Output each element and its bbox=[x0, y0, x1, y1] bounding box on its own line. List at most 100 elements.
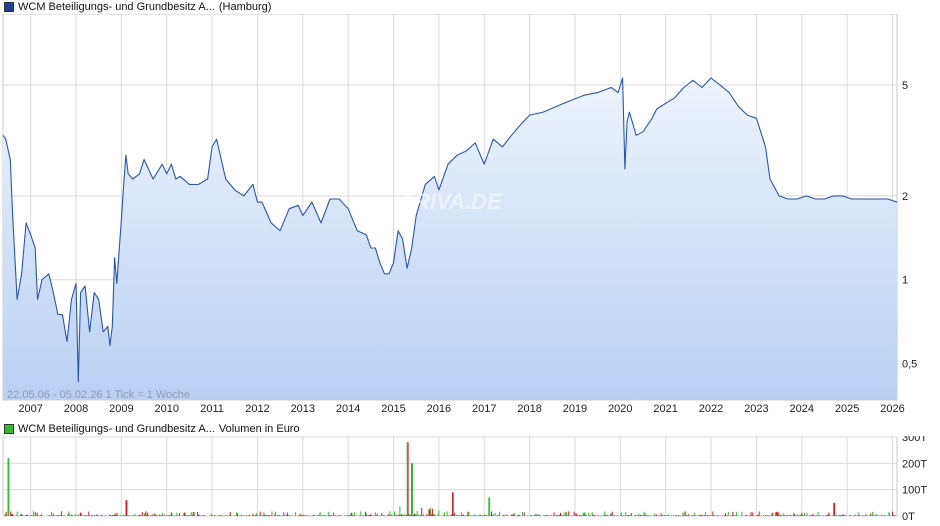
volume-bar bbox=[192, 512, 194, 516]
volume-bar bbox=[352, 514, 354, 516]
volume-bar bbox=[462, 515, 463, 516]
volume-bar bbox=[466, 515, 468, 516]
volume-bar bbox=[116, 512, 118, 516]
volume-bar bbox=[741, 511, 743, 516]
volume-bar bbox=[712, 511, 714, 516]
volume-bar bbox=[218, 515, 220, 516]
volume-bar bbox=[560, 515, 562, 516]
volume-bar bbox=[367, 515, 369, 516]
volume-bar bbox=[889, 513, 891, 516]
volume-bar bbox=[432, 508, 434, 516]
volume-bar bbox=[52, 515, 53, 516]
volume-bar bbox=[734, 515, 736, 516]
volume-bar bbox=[211, 515, 213, 516]
volume-bar bbox=[220, 515, 222, 516]
volume-bar bbox=[425, 515, 427, 516]
volume-bar bbox=[551, 515, 553, 516]
volume-bar bbox=[641, 515, 643, 516]
volume-bar bbox=[765, 515, 767, 516]
volume-bar bbox=[721, 515, 723, 516]
volume-bar bbox=[482, 514, 483, 516]
volume-bar bbox=[785, 515, 786, 516]
volume-bar bbox=[80, 512, 82, 516]
volume-bar bbox=[71, 515, 73, 516]
volume-bar bbox=[405, 514, 407, 516]
volume-bar bbox=[394, 511, 395, 516]
volume-bar bbox=[265, 515, 267, 516]
volume-bar bbox=[365, 513, 367, 516]
volume-bar bbox=[295, 512, 297, 516]
volume-bar bbox=[646, 515, 648, 516]
volume-bar bbox=[158, 515, 160, 516]
volume-bar bbox=[353, 515, 355, 516]
volume-bar bbox=[842, 514, 844, 516]
volume-legend: WCM Beteiligungs- und Grundbesitz A... V… bbox=[4, 422, 300, 436]
volume-bar bbox=[225, 515, 227, 516]
volume-bar bbox=[717, 515, 719, 516]
volume-bar bbox=[603, 514, 605, 516]
volume-bar bbox=[626, 515, 628, 516]
volume-bar bbox=[655, 515, 657, 516]
volume-bar bbox=[713, 515, 715, 516]
price-line bbox=[2, 77, 898, 383]
volume-bar bbox=[702, 514, 704, 516]
volume-bar bbox=[843, 515, 844, 516]
volume-bar bbox=[881, 514, 883, 516]
volume-bar bbox=[12, 514, 14, 516]
volume-bar bbox=[370, 513, 372, 516]
volume-bar bbox=[758, 511, 760, 516]
volume-bar bbox=[561, 515, 563, 516]
volume-bar bbox=[850, 515, 852, 516]
volume-bar bbox=[286, 515, 287, 516]
volume-bar bbox=[52, 513, 54, 516]
volume-bar bbox=[217, 515, 219, 516]
volume-bar bbox=[486, 515, 488, 516]
volume-bar bbox=[814, 515, 815, 516]
volume-bar bbox=[565, 511, 567, 516]
volume-bar bbox=[496, 515, 498, 516]
volume-bar bbox=[784, 515, 786, 516]
volume-bar bbox=[781, 515, 783, 516]
volume-bar bbox=[470, 515, 472, 516]
volume-bar bbox=[248, 514, 250, 516]
volume-bar bbox=[346, 515, 348, 516]
volume-bar bbox=[214, 515, 216, 516]
y-tick-label: 0,5 bbox=[902, 359, 917, 371]
volume-bar bbox=[610, 513, 612, 516]
volume-bar bbox=[83, 515, 85, 516]
volume-bar bbox=[415, 514, 417, 516]
volume-bar bbox=[635, 515, 637, 516]
volume-bar bbox=[69, 514, 71, 516]
volume-bar bbox=[591, 512, 593, 516]
volume-bar bbox=[255, 515, 257, 516]
volume-legend-label: WCM Beteiligungs- und Grundbesitz A... bbox=[18, 423, 215, 435]
volume-bar bbox=[492, 514, 494, 516]
volume-bar bbox=[802, 514, 804, 516]
volume-bar bbox=[325, 515, 326, 516]
volume-bar bbox=[237, 513, 238, 516]
volume-bar bbox=[417, 514, 419, 516]
volume-bar bbox=[394, 515, 396, 516]
volume-bar bbox=[585, 515, 587, 516]
volume-bar bbox=[426, 514, 428, 516]
volume-bar bbox=[203, 514, 205, 516]
volume-bar bbox=[245, 515, 247, 516]
volume-bar bbox=[804, 513, 805, 516]
volume-bar bbox=[134, 513, 136, 516]
volume-bar bbox=[737, 515, 739, 516]
volume-bar bbox=[391, 514, 393, 516]
volume-bar bbox=[319, 511, 321, 516]
volume-bar bbox=[467, 511, 469, 516]
volume-bar bbox=[687, 515, 688, 516]
volume-bar bbox=[398, 514, 400, 516]
volume-bar bbox=[166, 515, 168, 516]
volume-bar bbox=[305, 515, 307, 516]
volume-bar bbox=[825, 515, 827, 516]
volume-bar bbox=[277, 515, 279, 516]
volume-bar bbox=[270, 515, 272, 516]
volume-bar bbox=[374, 512, 376, 516]
volume-bar bbox=[693, 515, 695, 516]
volume-bar bbox=[23, 515, 24, 516]
volume-bar bbox=[155, 513, 157, 516]
volume-bar bbox=[726, 515, 728, 516]
